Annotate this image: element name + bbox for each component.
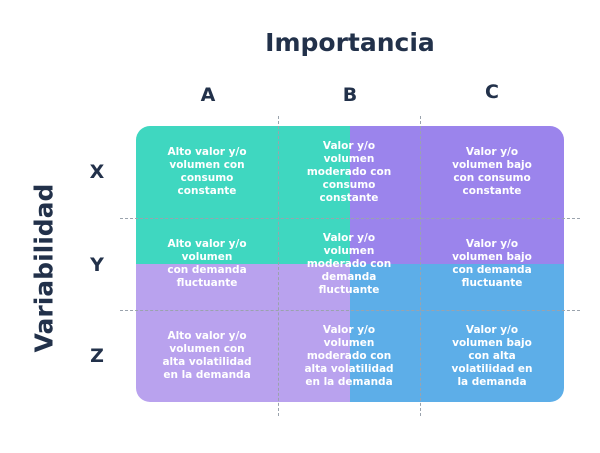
- grid-line-horizontal-1: [120, 218, 580, 219]
- cell-c-y: Valor y/o volumen bajo con demanda fluct…: [452, 238, 532, 289]
- column-label-c: C: [485, 81, 499, 103]
- region-blue: [350, 264, 564, 402]
- column-label-a: A: [200, 84, 216, 106]
- row-label-x: X: [89, 161, 105, 183]
- row-label-z: Z: [90, 345, 104, 367]
- abc-xyz-matrix: Alto valor y/o volumen con consumo const…: [136, 126, 564, 402]
- grid-line-vertical-1: [278, 116, 279, 416]
- cell-a-x: Alto valor y/o volumen con consumo const…: [167, 146, 247, 197]
- cell-a-z: Alto valor y/o volumen con alta volatili…: [162, 330, 252, 381]
- cell-c-z: Valor y/o volumen bajo con alta volatili…: [451, 323, 533, 388]
- cell-a-y: Alto valor y/o volumen con demanda fluct…: [167, 238, 247, 289]
- cell-b-z: Valor y/o volumen moderado con alta vola…: [304, 323, 394, 388]
- region-teal: [136, 126, 350, 264]
- region-violet: [350, 126, 564, 264]
- grid-line-horizontal-2: [120, 310, 580, 311]
- importancia-axis-title: Importancia: [265, 28, 435, 57]
- grid-line-vertical-2: [420, 116, 421, 416]
- cell-b-x: Valor y/o volumen moderado con consumo c…: [306, 139, 392, 204]
- cell-b-y: Valor y/o volumen moderado con demanda f…: [306, 231, 392, 296]
- cell-c-x: Valor y/o volumen bajo con consumo const…: [452, 146, 532, 197]
- variabilidad-axis-title: Variabilidad: [29, 183, 59, 353]
- region-lavender: [136, 264, 350, 402]
- column-label-b: B: [342, 84, 358, 106]
- row-label-y: Y: [90, 254, 104, 276]
